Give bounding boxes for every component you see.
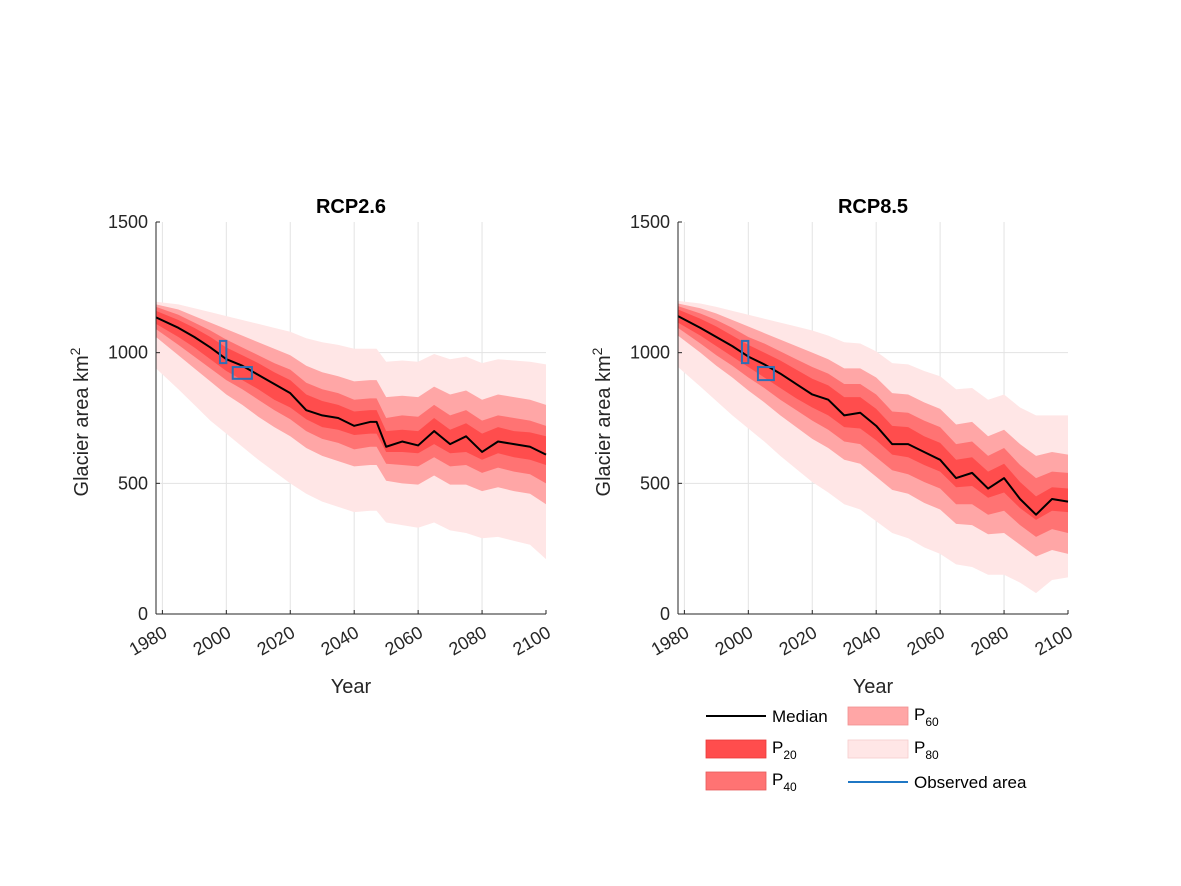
p1-x-tick-label: 2080	[967, 622, 1012, 659]
p0-observed-box-0	[218, 339, 228, 365]
p1-y-tick-label: 500	[640, 473, 670, 493]
panel-rcp85: 0 500 1000 1500 1980 2000 2020 2040 2060 2080 2100…	[589, 196, 1076, 698]
p1-y-axis-label: Glacier area km2	[589, 347, 615, 496]
p0-y-axis-label: Glacier area km2	[67, 347, 93, 496]
p0-x-tick-label: 1980	[126, 622, 171, 659]
p0-x-tick-label: 2000	[190, 622, 235, 659]
p1-observed-box-1	[756, 366, 775, 382]
p1-y-tick-label: 1000	[630, 343, 670, 363]
p1-y-tick-label: 0	[660, 604, 670, 624]
p0-y-tick-label: 0	[138, 604, 148, 624]
p1-observed-box-0	[740, 339, 750, 365]
legend-p60-swatch	[847, 706, 909, 726]
legend-p60-label: P60	[914, 705, 939, 729]
p1-x-tick-label: 2100	[1031, 622, 1076, 659]
p1-x-tick-label: 1980	[648, 622, 693, 659]
legend-p20-label: P20	[772, 738, 797, 762]
p0-y-tick-label: 1000	[108, 343, 148, 363]
legend-p80-swatch	[847, 739, 909, 759]
p1-chart-title: RCP8.5	[838, 196, 908, 218]
p0-x-tick-label: 2080	[445, 622, 490, 659]
p0-x-tick-label: 2020	[254, 622, 299, 659]
legend-p20-swatch	[705, 739, 767, 759]
p1-x-axis-label: Year	[853, 676, 894, 698]
p0-x-tick-label: 2060	[381, 622, 426, 659]
p1-y-tick-label: 1500	[630, 212, 670, 232]
p1-p20-band	[678, 309, 1068, 520]
p1-x-tick-label: 2000	[712, 622, 757, 659]
legend-p40-label: P40	[772, 770, 797, 794]
legend-p40-swatch	[705, 771, 767, 791]
p0-x-tick-label: 2040	[318, 622, 363, 659]
p0-y-tick-label: 1500	[108, 212, 148, 232]
legend-median-label: Median	[772, 707, 828, 726]
p0-y-tick-label: 500	[118, 473, 148, 493]
legend-p80-label: P80	[914, 738, 939, 762]
p1-x-tick-label: 2060	[903, 622, 948, 659]
p1-x-tick-label: 2020	[776, 622, 821, 659]
legend-observed-label: Observed area	[914, 773, 1027, 792]
panel-rcp26: 0 500 1000 1500 1980 2000 2020 2040 2060 2080 2100…	[67, 196, 554, 698]
p0-x-tick-label: 2100	[509, 622, 554, 659]
p1-x-tick-label: 2040	[840, 622, 885, 659]
p0-p20-band	[156, 310, 546, 466]
legend: Median P20 P40 P60 P80 Observed area	[705, 705, 1027, 794]
p0-chart-title: RCP2.6	[316, 196, 386, 218]
p0-x-axis-label: Year	[331, 676, 372, 698]
p0-median-line	[155, 316, 547, 456]
p0-observed-box-1	[231, 366, 253, 380]
